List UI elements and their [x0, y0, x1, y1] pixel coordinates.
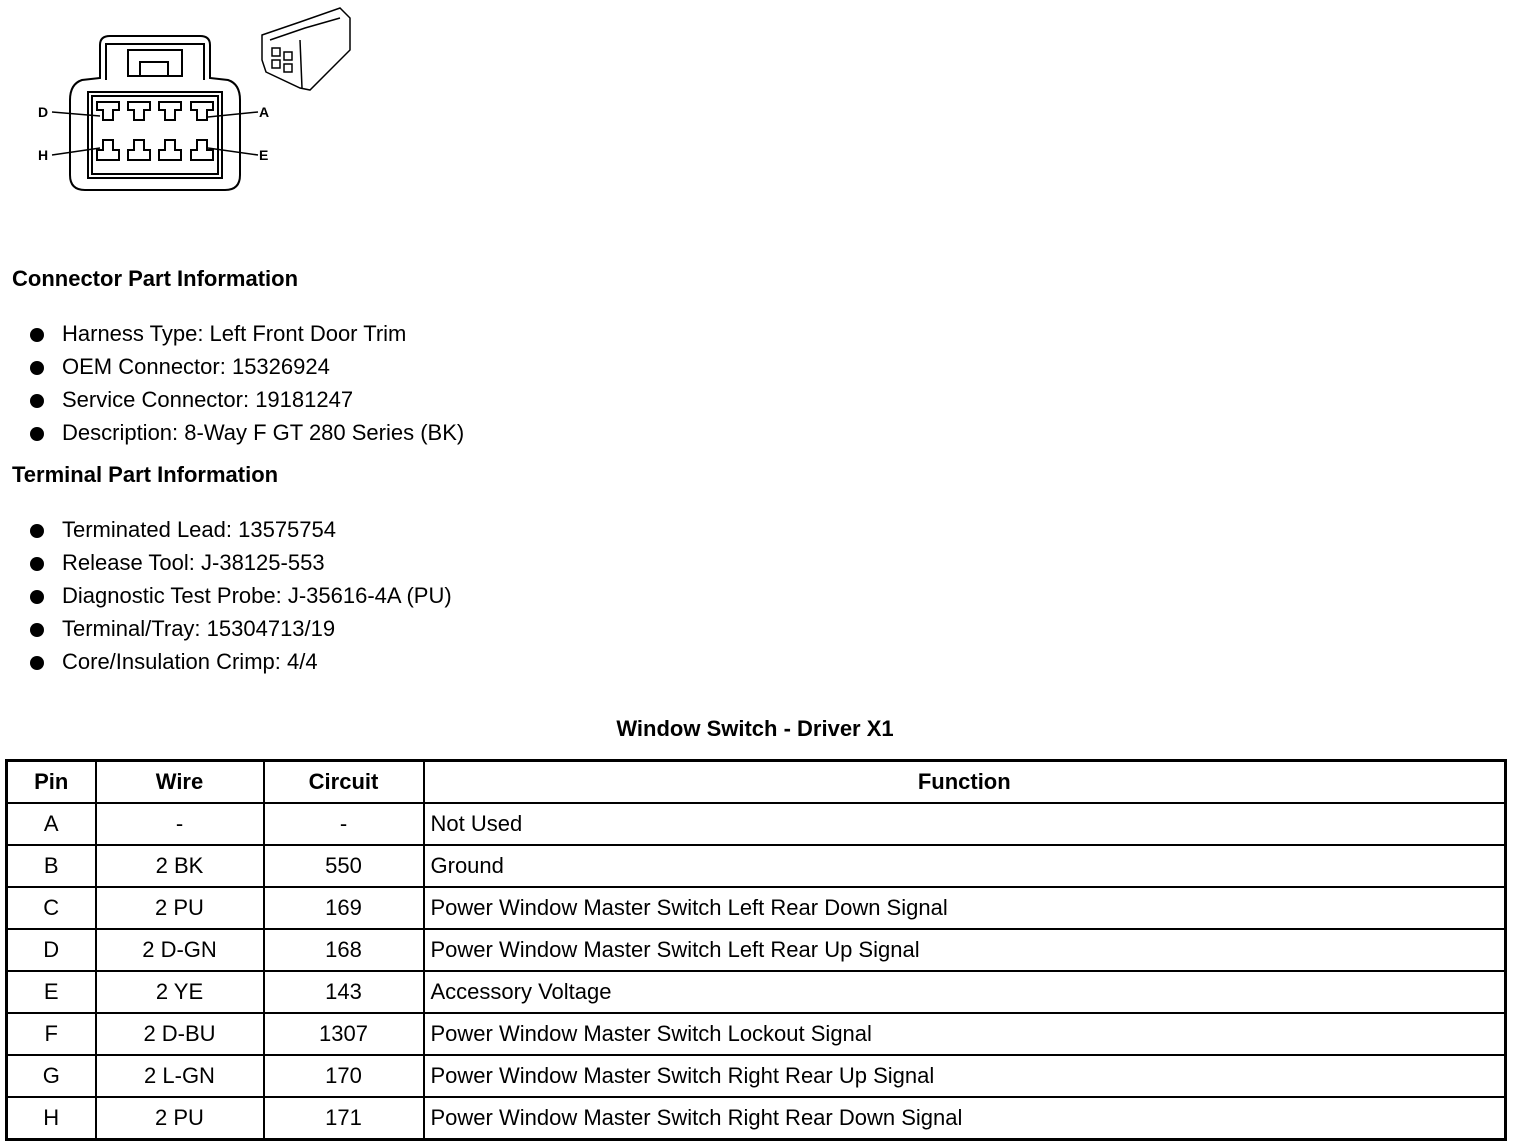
cell-function: Power Window Master Switch Lockout Signa… [422, 1012, 1507, 1056]
connector-part-info-heading: Connector Part Information [12, 266, 299, 291]
cell-wire: 2 L-GN [94, 1054, 265, 1098]
header-wire: Wire [94, 759, 265, 804]
cell-wire: 2 D-BU [94, 1012, 265, 1056]
connector-3d-view [261, 7, 351, 91]
connector-part-info-list: Harness Type: Left Front Door Trim OEM C… [28, 317, 464, 449]
terminal-cavity [127, 139, 151, 161]
cell-circuit: 168 [262, 928, 425, 972]
cell-wire: 2 PU [94, 886, 265, 930]
cell-wire: 2 D-GN [94, 928, 265, 972]
table-header-row: Pin Wire Circuit Function [5, 759, 1507, 804]
cell-pin: H [5, 1096, 97, 1141]
header-function: Function [422, 759, 1507, 804]
terminal-cavity [158, 101, 182, 121]
pin-label-e: E [259, 147, 268, 163]
cell-wire: - [94, 802, 265, 846]
list-item: Terminal/Tray: 15304713/19 [28, 612, 452, 645]
pin-label-d: D [38, 104, 48, 120]
cell-circuit: 170 [262, 1054, 425, 1098]
terminal-part-info-heading: Terminal Part Information [12, 462, 279, 487]
terminal-cavity [158, 139, 182, 161]
terminal-cavity [96, 139, 120, 161]
list-item: Core/Insulation Crimp: 4/4 [28, 645, 452, 678]
cell-function: Power Window Master Switch Left Rear Up … [422, 928, 1507, 972]
list-item: Release Tool: J-38125-553 [28, 546, 452, 579]
cell-circuit: 550 [262, 844, 425, 888]
terminal-cavity [127, 101, 151, 121]
cell-circuit: 143 [262, 970, 425, 1014]
cell-pin: B [5, 844, 97, 888]
header-circuit: Circuit [262, 759, 425, 804]
cell-pin: F [5, 1012, 97, 1056]
table-row: A - - Not Used [5, 802, 1507, 846]
cell-function: Accessory Voltage [422, 970, 1507, 1014]
cell-circuit: - [262, 802, 425, 846]
cell-function: Ground [422, 844, 1507, 888]
cell-function: Power Window Master Switch Left Rear Dow… [422, 886, 1507, 930]
cell-pin: C [5, 886, 97, 930]
connector-face-diagram: D A H E [38, 7, 351, 191]
cell-wire: 2 YE [94, 970, 265, 1014]
terminal-cavity [190, 101, 214, 121]
list-item: Terminated Lead: 13575754 [28, 513, 452, 546]
cell-wire: 2 BK [94, 844, 265, 888]
table-caption: Window Switch - Driver X1 [616, 716, 894, 741]
cell-pin: E [5, 970, 97, 1014]
terminal-cavity [96, 101, 120, 121]
cell-wire: 2 PU [94, 1096, 265, 1141]
list-item: Service Connector: 19181247 [28, 383, 464, 416]
pin-label-a: A [259, 104, 269, 120]
terminal-cavity [190, 139, 214, 161]
header-pin: Pin [5, 759, 97, 804]
cell-pin: D [5, 928, 97, 972]
cell-function: Power Window Master Switch Right Rear Do… [422, 1096, 1507, 1141]
cell-circuit: 169 [262, 886, 425, 930]
terminal-part-info-list: Terminated Lead: 13575754 Release Tool: … [28, 513, 452, 678]
list-item: Diagnostic Test Probe: J-35616-4A (PU) [28, 579, 452, 612]
list-item: OEM Connector: 15326924 [28, 350, 464, 383]
pin-label-h: H [38, 147, 48, 163]
cell-circuit: 171 [262, 1096, 425, 1141]
cell-function: Power Window Master Switch Right Rear Up… [422, 1054, 1507, 1098]
cell-pin: G [5, 1054, 97, 1098]
cell-pin: A [5, 802, 97, 846]
list-item: Description: 8-Way F GT 280 Series (BK) [28, 416, 464, 449]
cell-function: Not Used [422, 802, 1507, 846]
list-item: Harness Type: Left Front Door Trim [28, 317, 464, 350]
cell-circuit: 1307 [262, 1012, 425, 1056]
pinout-table: Pin Wire Circuit Function A - - Not Used B 2 … [5, 759, 1507, 1141]
